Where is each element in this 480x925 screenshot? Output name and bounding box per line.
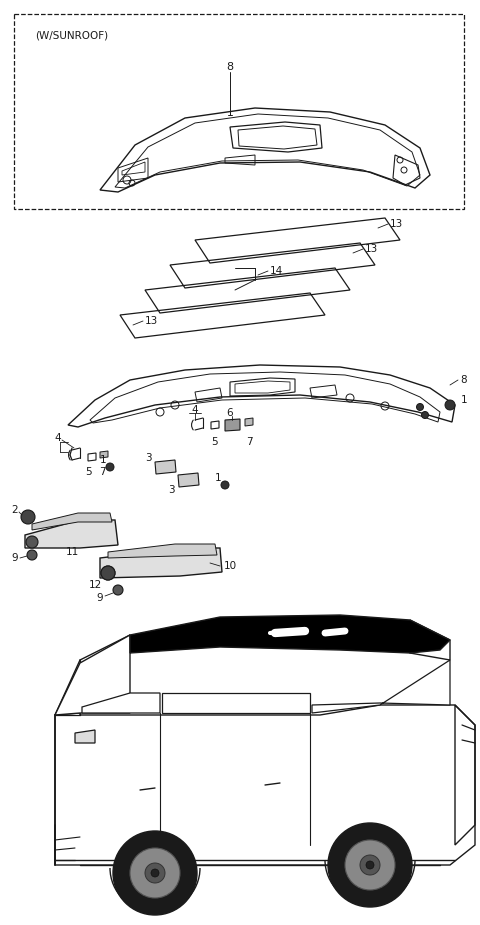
Text: 9: 9 [96,593,103,603]
Polygon shape [178,473,199,487]
Circle shape [113,585,123,595]
Polygon shape [108,544,217,558]
Bar [14,14,464,209]
Text: 7: 7 [246,437,252,447]
Text: 11: 11 [65,547,79,557]
Polygon shape [225,419,240,431]
Text: 1: 1 [215,473,221,483]
Circle shape [366,861,374,869]
Circle shape [101,566,115,580]
Polygon shape [155,460,176,474]
Polygon shape [25,520,118,548]
Polygon shape [245,418,253,426]
Text: 5: 5 [84,467,91,477]
Polygon shape [312,660,450,713]
Circle shape [101,566,115,580]
Text: 2: 2 [12,505,18,515]
Text: 12: 12 [88,580,102,590]
Circle shape [360,855,380,875]
Polygon shape [162,693,310,713]
Text: 1: 1 [100,455,106,465]
Text: 8: 8 [227,62,234,72]
Circle shape [26,536,38,548]
Text: 3: 3 [168,485,174,495]
Text: 4: 4 [192,405,198,415]
Text: 10: 10 [223,561,237,571]
Text: 4: 4 [55,433,61,443]
Text: 13: 13 [365,244,378,254]
Text: (W/SUNROOF): (W/SUNROOF) [35,30,108,40]
Circle shape [27,550,37,560]
Circle shape [145,863,165,883]
Text: 1: 1 [460,395,467,405]
Polygon shape [100,548,222,578]
Circle shape [21,510,35,524]
Circle shape [417,403,423,411]
Circle shape [421,412,429,418]
Polygon shape [410,620,450,660]
Text: 13: 13 [145,316,158,326]
Polygon shape [75,730,95,743]
Text: 9: 9 [12,553,18,563]
Text: 5: 5 [212,437,218,447]
Text: 14: 14 [270,266,283,276]
Text: 8: 8 [460,375,467,385]
Circle shape [106,463,114,471]
Circle shape [151,869,159,877]
Polygon shape [80,635,130,675]
Circle shape [221,481,229,489]
Circle shape [445,400,455,410]
Text: 3: 3 [144,453,151,463]
Circle shape [328,823,412,907]
Text: 7: 7 [99,467,105,477]
Text: 13: 13 [390,219,403,229]
Circle shape [345,840,395,890]
Polygon shape [100,451,108,458]
Circle shape [130,848,180,898]
Polygon shape [82,693,160,713]
Polygon shape [130,615,450,653]
Polygon shape [55,635,130,715]
Text: 6: 6 [227,408,233,418]
Polygon shape [32,513,112,530]
Circle shape [113,831,197,915]
